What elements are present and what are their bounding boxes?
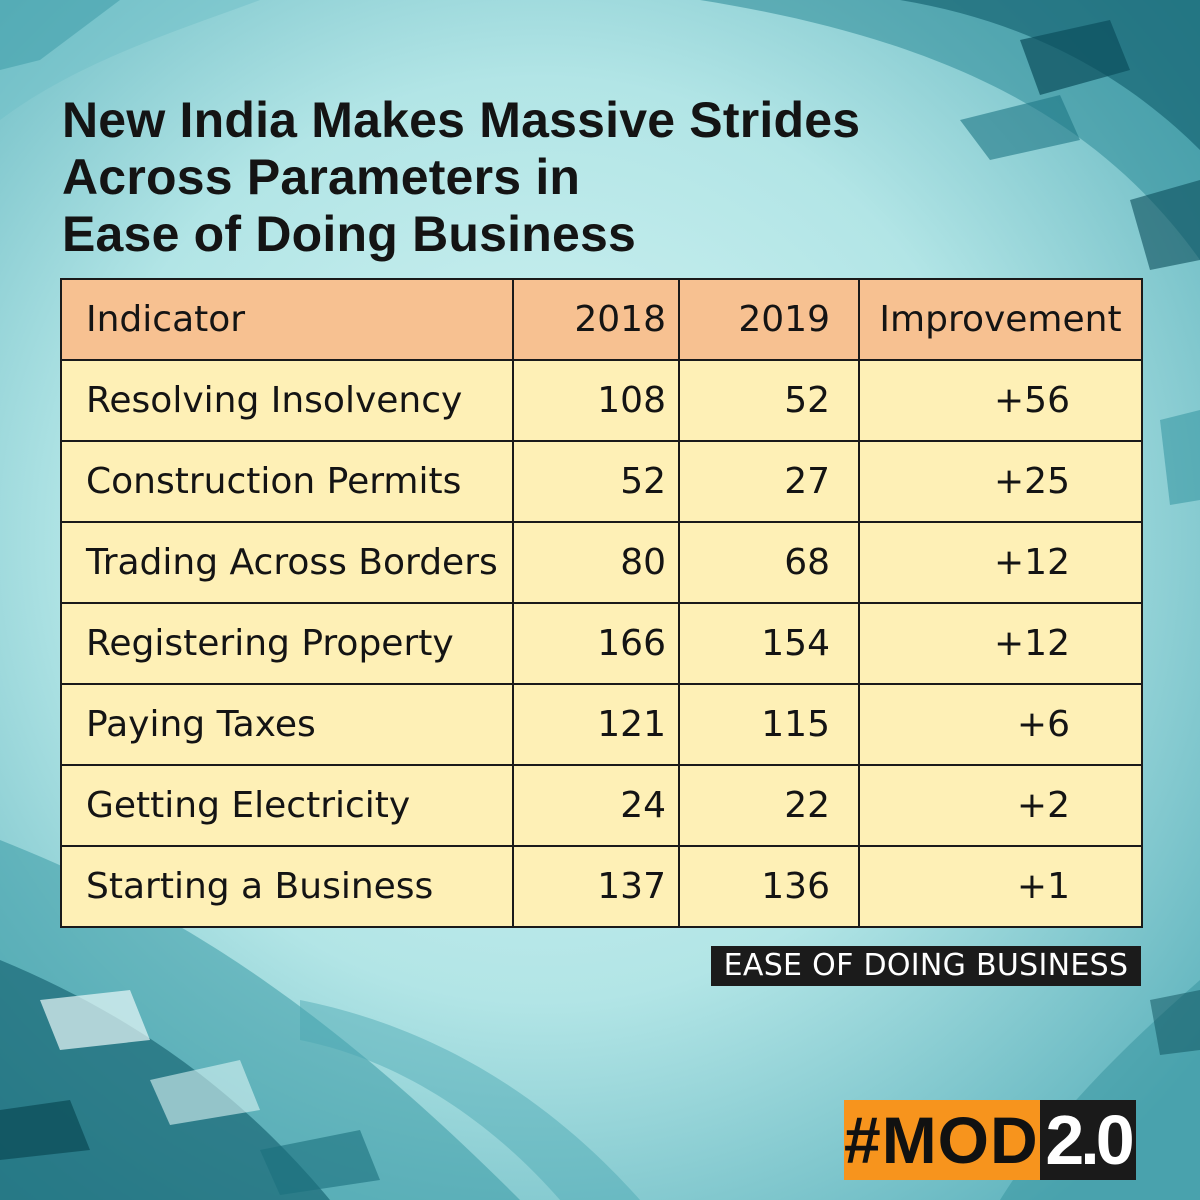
rank-2018-cell: 166: [512, 602, 680, 685]
rank-2019-cell: 115: [678, 683, 860, 766]
indicator-cell: Trading Across Borders: [60, 521, 514, 604]
indicator-cell: Paying Taxes: [60, 683, 514, 766]
headline-line-1: New India Makes Massive Strides: [62, 92, 861, 148]
improvement-value: +1: [1016, 866, 1070, 907]
indicator-cell: Getting Electricity: [60, 764, 514, 847]
rank-2018-cell: 121: [512, 683, 680, 766]
header-improvement: Improvement: [858, 278, 1143, 361]
table-row: Starting a Business 137 136 +1: [60, 845, 1143, 928]
headline: New India Makes Massive Strides Across P…: [62, 92, 1062, 263]
improvement-value: +56: [994, 380, 1070, 421]
improvement-value: +12: [994, 623, 1070, 664]
rank-2019-cell: 52: [678, 359, 860, 442]
improvement-cell: +25: [858, 440, 1143, 523]
rank-2018-cell: 24: [512, 764, 680, 847]
improvement-value: +6: [1016, 704, 1070, 745]
table-row: Getting Electricity 24 22 +2: [60, 764, 1143, 847]
header-2019: 2019: [678, 278, 860, 361]
improvement-cell: +12: [858, 521, 1143, 604]
indicator-cell: Construction Permits: [60, 440, 514, 523]
table-row: Trading Across Borders 80 68 +12: [60, 521, 1143, 604]
headline-line-3: Ease of Doing Business: [62, 206, 636, 262]
improvement-value: +25: [994, 461, 1070, 502]
rank-2019-cell: 136: [678, 845, 860, 928]
category-tag: EASE OF DOING BUSINESS: [711, 946, 1141, 986]
header-2018: 2018: [512, 278, 680, 361]
rank-2018-cell: 108: [512, 359, 680, 442]
rank-2018-cell: 80: [512, 521, 680, 604]
logo-version: 2.0: [1040, 1100, 1136, 1180]
indicator-cell: Registering Property: [60, 602, 514, 685]
improvement-value: +2: [1016, 785, 1070, 826]
improvement-cell: +1: [858, 845, 1143, 928]
improvement-cell: +56: [858, 359, 1143, 442]
table-row: Paying Taxes 121 115 +6: [60, 683, 1143, 766]
table-header-row: Indicator 2018 2019 Improvement: [60, 278, 1143, 361]
rank-2019-cell: 68: [678, 521, 860, 604]
header-indicator: Indicator: [60, 278, 514, 361]
improvement-cell: +6: [858, 683, 1143, 766]
rank-2019-cell: 154: [678, 602, 860, 685]
rank-2018-cell: 52: [512, 440, 680, 523]
indicator-cell: Resolving Insolvency: [60, 359, 514, 442]
table-row: Registering Property 166 154 +12: [60, 602, 1143, 685]
table-row: Construction Permits 52 27 +25: [60, 440, 1143, 523]
rank-2018-cell: 137: [512, 845, 680, 928]
rank-2019-cell: 22: [678, 764, 860, 847]
headline-line-2: Across Parameters in: [62, 149, 581, 205]
rank-2019-cell: 27: [678, 440, 860, 523]
table-row: Resolving Insolvency 108 52 +56: [60, 359, 1143, 442]
indicator-cell: Starting a Business: [60, 845, 514, 928]
improvement-cell: +12: [858, 602, 1143, 685]
rankings-table: Indicator 2018 2019 Improvement Resolvin…: [60, 278, 1143, 928]
logo-hashtag: #MODI: [844, 1100, 1057, 1180]
improvement-value: +12: [994, 542, 1070, 583]
improvement-cell: +2: [858, 764, 1143, 847]
